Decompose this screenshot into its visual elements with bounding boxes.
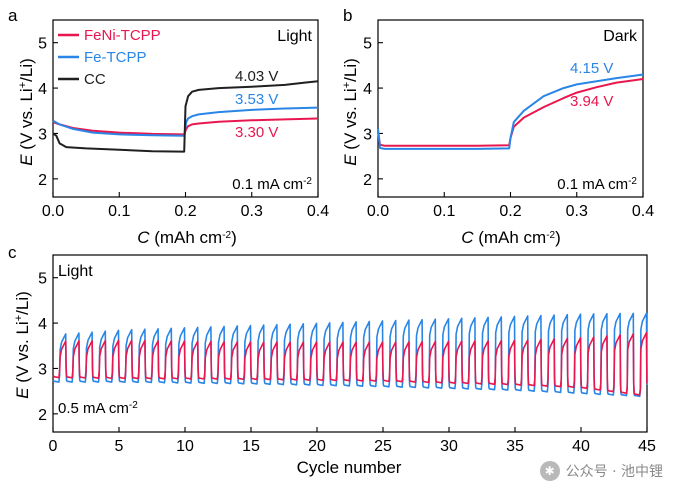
panel-a-ytick-label: 3 — [38, 126, 47, 143]
panel-c-ytick-label: 2 — [38, 407, 47, 424]
panel-c-xtick-label: 45 — [638, 438, 656, 455]
panel-c-xtick-label: 40 — [572, 438, 590, 455]
panel-c-ytick-label: 3 — [38, 361, 47, 378]
panel-a-condition: Light — [277, 28, 312, 45]
wechat-icon: ✱ — [539, 461, 560, 481]
panel-b-letter: b — [343, 6, 352, 25]
panel-c-xtick-label: 35 — [506, 438, 524, 455]
panel-c-xtick-label: 10 — [176, 438, 194, 455]
panel-c-ytick-label: 4 — [38, 316, 47, 333]
panel-b-ytick-label: 2 — [363, 172, 372, 189]
panel-b-xtick-label: 0.4 — [632, 203, 654, 220]
panel-a-label-cc: 4.03 V — [235, 68, 278, 85]
panel-c-ytick-label: 5 — [38, 271, 47, 288]
panel-b-ylabel: E (V vs. Li+/Li) — [341, 58, 360, 166]
panel-b-xtick-label: 0.2 — [499, 203, 521, 220]
panel-b-ytick-label: 4 — [363, 81, 372, 98]
panel-a-ytick-label: 4 — [38, 81, 47, 98]
panel-b-ytick-label: 3 — [363, 126, 372, 143]
legend-label-feni: FeNi-TCPP — [84, 27, 161, 44]
panel-a-xtick-label: 0.2 — [174, 203, 196, 220]
panel-a-xtick-label: 0.3 — [241, 203, 263, 220]
panel-a-ylabel: E (V vs. Li+/Li) — [17, 58, 36, 166]
panel-b-xlabel: C (mAh cm-2) — [461, 228, 561, 247]
panel-a-label-fe: 3.53 V — [235, 91, 278, 108]
panel-a-current: 0.1 mA cm-2 — [232, 176, 312, 194]
panel-c-series-feni-tcpp — [52, 331, 648, 396]
panel-c-xtick-label: 5 — [115, 438, 124, 455]
panel-c-xtick-label: 30 — [440, 438, 458, 455]
panel-a-xtick-label: 0.4 — [307, 203, 329, 220]
panel-a-series-cc — [52, 80, 319, 153]
panel-b-label-fe: 4.15 V — [570, 60, 613, 77]
panel-c-xlabel: Cycle number — [297, 458, 402, 477]
panel-b-label-feni: 3.94 V — [570, 93, 613, 110]
legend-label-cc: CC — [84, 71, 106, 88]
panel-c-ylabel: E (V vs. Li+/Li) — [13, 291, 32, 399]
panel-b-series-fe-tcpp — [377, 73, 644, 150]
panel-b-condition: Dark — [603, 28, 638, 45]
panel-a-ytick-label: 5 — [38, 36, 47, 53]
panel-b-xtick-label: 0.1 — [433, 203, 455, 220]
legend-label-fe: Fe-TCPP — [84, 49, 147, 66]
panel-c-xtick-label: 25 — [374, 438, 392, 455]
panel-c-xtick-label: 20 — [308, 438, 326, 455]
panel-a-xlabel: C (mAh cm-2) — [137, 228, 237, 247]
panel-a-xtick-label: 0.1 — [108, 203, 130, 220]
panel-b-xtick-label: 0.3 — [566, 203, 588, 220]
panel-a-plot: 0.0 0.1 0.2 0.3 0.4 2 3 4 5 — [38, 36, 329, 220]
panel-b-xtick-label: 0.0 — [367, 203, 389, 220]
panel-c-xtick-label: 15 — [242, 438, 260, 455]
watermark-text: 公众号 · 池中锂 — [565, 464, 663, 480]
panel-c-current: 0.5 mA cm-2 — [58, 400, 138, 418]
panel-a-legend: FeNi-TCPP Fe-TCPP CC — [58, 27, 161, 88]
panel-a-label-feni: 3.30 V — [235, 124, 278, 141]
panel-c-letter: c — [8, 243, 17, 262]
panel-b-ytick-label: 5 — [363, 36, 372, 53]
panel-b-plot: 0.0 0.1 0.2 0.3 0.4 2 3 4 5 — [363, 36, 654, 220]
panel-a-ytick-label: 2 — [38, 172, 47, 189]
panel-c-xtick-label: 0 — [49, 438, 58, 455]
panel-a-xtick-label: 0.0 — [42, 203, 64, 220]
panel-c-series-fe-tcpp — [52, 312, 648, 398]
panel-a-letter: a — [8, 6, 18, 25]
panel-c-condition: Light — [58, 263, 93, 280]
watermark: ✱ 公众号 · 池中锂 — [539, 461, 663, 481]
panel-b-current: 0.1 mA cm-2 — [557, 176, 637, 194]
